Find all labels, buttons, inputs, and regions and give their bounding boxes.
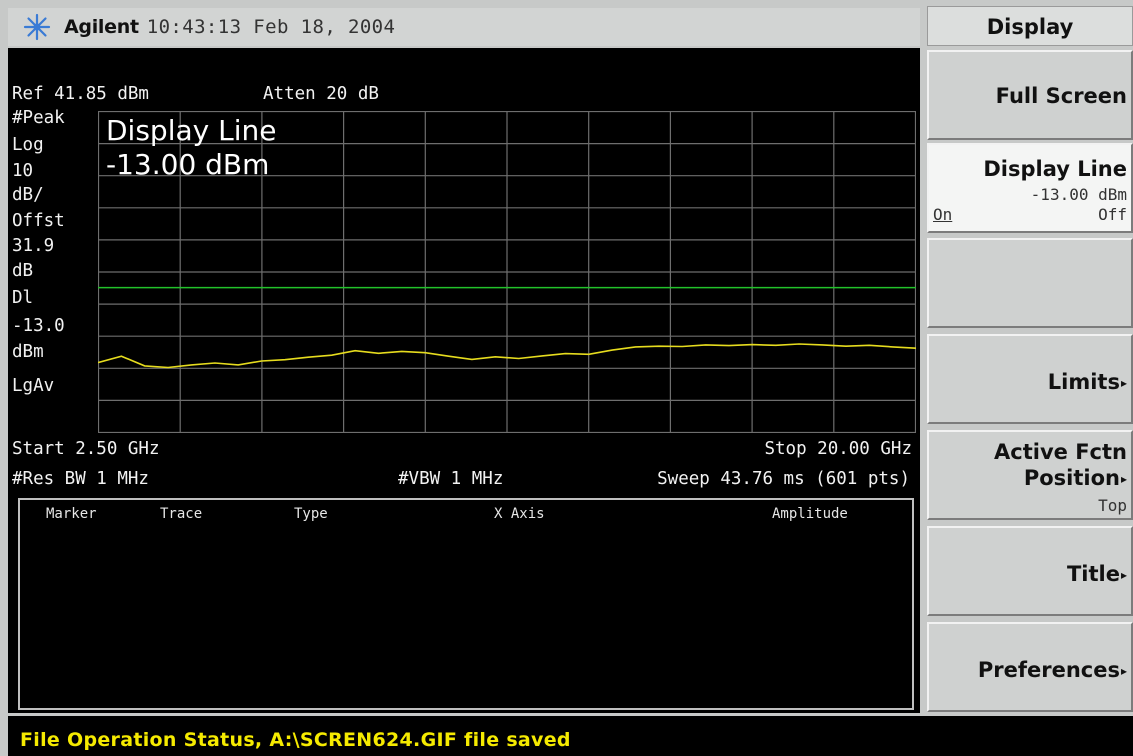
active-fctn-position-softkey[interactable]: Active Fctn Position▸ Top: [927, 430, 1133, 520]
video-bandwidth: #VBW 1 MHz: [398, 469, 504, 489]
marker-table: Marker Trace Type X Axis Amplitude: [18, 498, 914, 710]
timestamp: 10:43:13 Feb 18, 2004: [146, 16, 396, 38]
title-softkey[interactable]: Title▸: [927, 526, 1133, 616]
sweep-time: Sweep 43.76 ms (601 pts): [657, 469, 910, 489]
softkey-label: Preferences: [977, 658, 1120, 682]
softkey-label-wrap: Preferences▸: [978, 658, 1127, 682]
softkey-label2-wrap: Position▸: [1024, 466, 1127, 490]
submenu-arrow-icon: ▸: [1120, 664, 1127, 678]
softkey-label: Limits: [1047, 370, 1120, 394]
analyzer-screen: Ref 41.85 dBm Atten 20 dB #Peak Log 10 dB/O…: [8, 48, 920, 713]
marker-column-header: Marker: [46, 506, 97, 522]
graticule-lines: [98, 111, 916, 433]
display-line-softkey[interactable]: Display Line -13.00 dBm On Off: [927, 143, 1133, 233]
trace-line: [98, 343, 916, 369]
softkey-label: Title: [1066, 562, 1120, 586]
blank-softkey[interactable]: [927, 238, 1133, 328]
softkey-label-wrap: Limits▸: [1048, 370, 1127, 394]
ref-level: Ref 41.85 dBm: [12, 84, 149, 104]
preferences-softkey[interactable]: Preferences▸: [927, 622, 1133, 712]
active-fctn-position-value: Top: [1098, 496, 1127, 515]
title-bar: Agilent 10:43:13 Feb 18, 2004: [8, 8, 920, 46]
left-annotation: Offst: [12, 211, 65, 231]
spectrum-plot: [98, 111, 916, 433]
agilent-starburst-icon: [23, 13, 51, 41]
resolution-bandwidth: #Res BW 1 MHz: [12, 469, 149, 489]
display-line-value: -13.00 dBm: [1030, 185, 1127, 204]
submenu-arrow-icon: ▸: [1120, 472, 1127, 486]
active-function-block: Display Line -13.00 dBm: [106, 114, 276, 182]
menu-title: Display: [927, 6, 1133, 46]
attenuation: Atten 20 dB: [263, 84, 379, 104]
active-function-name: Display Line: [106, 114, 277, 147]
limits-softkey[interactable]: Limits▸: [927, 334, 1133, 424]
submenu-arrow-icon: ▸: [1120, 376, 1127, 390]
status-bar: File Operation Status, A:\SCREN624.GIF f…: [8, 716, 1133, 756]
softkey-label: Active Fctn: [994, 440, 1127, 464]
full-screen-softkey[interactable]: Full Screen: [927, 50, 1133, 140]
toggle-off: Off: [1098, 205, 1127, 224]
left-annotation: dBm: [12, 342, 44, 362]
softkey-label: Display Line: [983, 157, 1127, 181]
type-column-header: Type: [294, 506, 328, 522]
start-frequency: Start 2.50 GHz: [12, 439, 160, 459]
left-annotation: 10: [12, 161, 34, 181]
brand-name: Agilent: [64, 16, 139, 38]
submenu-arrow-icon: ▸: [1120, 568, 1127, 582]
stop-frequency: Stop 20.00 GHz: [764, 439, 912, 459]
left-annotation: dB/: [12, 185, 44, 205]
active-function-value: -13.00 dBm: [106, 148, 270, 181]
x-axis-column-header: X Axis: [494, 506, 545, 522]
trace-column-header: Trace: [160, 506, 203, 522]
softkey-label-wrap: Title▸: [1067, 562, 1127, 586]
toggle-on: On: [933, 205, 953, 224]
amplitude-column-header: Amplitude: [772, 506, 848, 522]
left-annotation: dB: [12, 261, 34, 281]
left-annotation: Dl: [12, 288, 34, 308]
left-annotation: Log: [12, 135, 44, 155]
graticule: [98, 111, 916, 433]
left-annotation: LgAv: [12, 376, 55, 396]
left-annotation: 31.9: [12, 236, 55, 256]
left-annotation: #Peak: [12, 108, 65, 128]
softkey-label-line2: Position: [1023, 466, 1120, 490]
softkey-label: Full Screen: [995, 84, 1127, 108]
left-annotation: -13.0: [12, 316, 65, 336]
